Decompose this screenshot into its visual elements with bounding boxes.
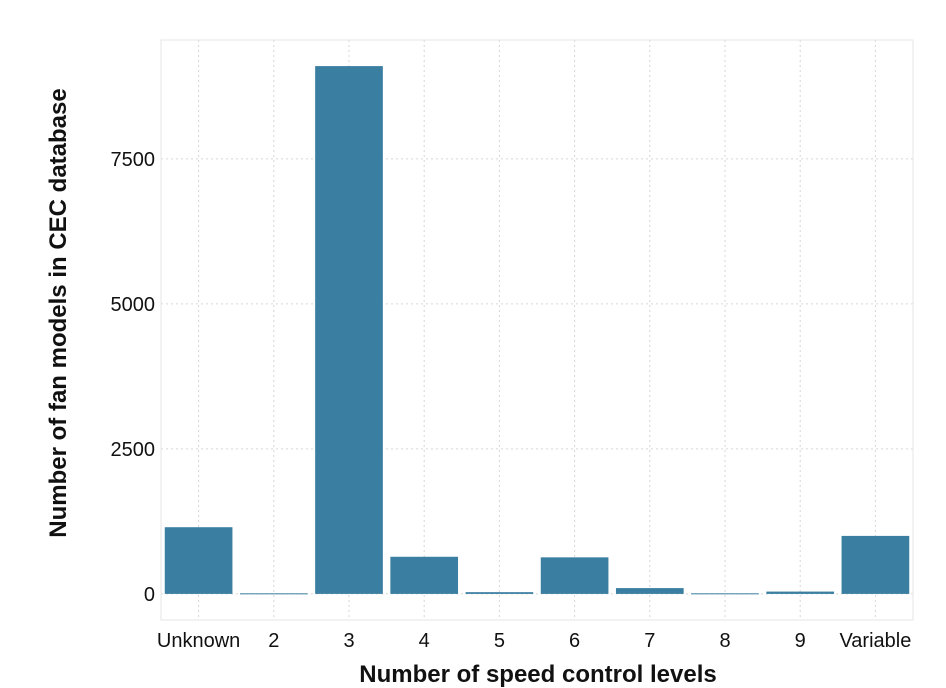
bar-8 — [691, 593, 759, 595]
x-tick-label: 2 — [268, 630, 279, 652]
x-tick-label: 9 — [795, 630, 806, 652]
x-tick-label: 6 — [569, 630, 580, 652]
x-tick-label: Variable — [839, 630, 911, 652]
bar-4 — [390, 556, 459, 594]
bar-unknown — [164, 527, 233, 594]
x-tick-label: 7 — [644, 630, 655, 652]
bar-6 — [540, 557, 609, 594]
x-axis-title: Number of speed control levels — [359, 661, 716, 688]
plot-panel — [160, 39, 914, 621]
x-tick-label: 3 — [343, 630, 354, 652]
bars — [164, 66, 910, 595]
y-tick-label: 2500 — [111, 439, 156, 461]
x-tick-label: 5 — [494, 630, 505, 652]
x-tick-label: 4 — [419, 630, 430, 652]
y-tick-label: 7500 — [111, 149, 156, 171]
x-tick-labels: Unknown 2 3 4 5 6 7 8 9 Variable — [157, 630, 911, 652]
y-tick-label: 5000 — [111, 294, 156, 316]
bar-9 — [766, 591, 835, 594]
y-tick-labels: 0 2500 5000 7500 — [111, 149, 156, 606]
bar-variable — [841, 535, 910, 594]
bar-3 — [315, 66, 383, 594]
bar-5 — [465, 592, 534, 594]
x-tick-label: Unknown — [157, 630, 240, 652]
grid-lines — [161, 40, 913, 620]
x-tick-label: 8 — [719, 630, 730, 652]
bar-7 — [615, 588, 684, 594]
y-axis-title: Number of fan models in CEC database — [45, 88, 72, 537]
bar-2 — [239, 593, 308, 595]
y-tick-label: 0 — [144, 584, 155, 606]
